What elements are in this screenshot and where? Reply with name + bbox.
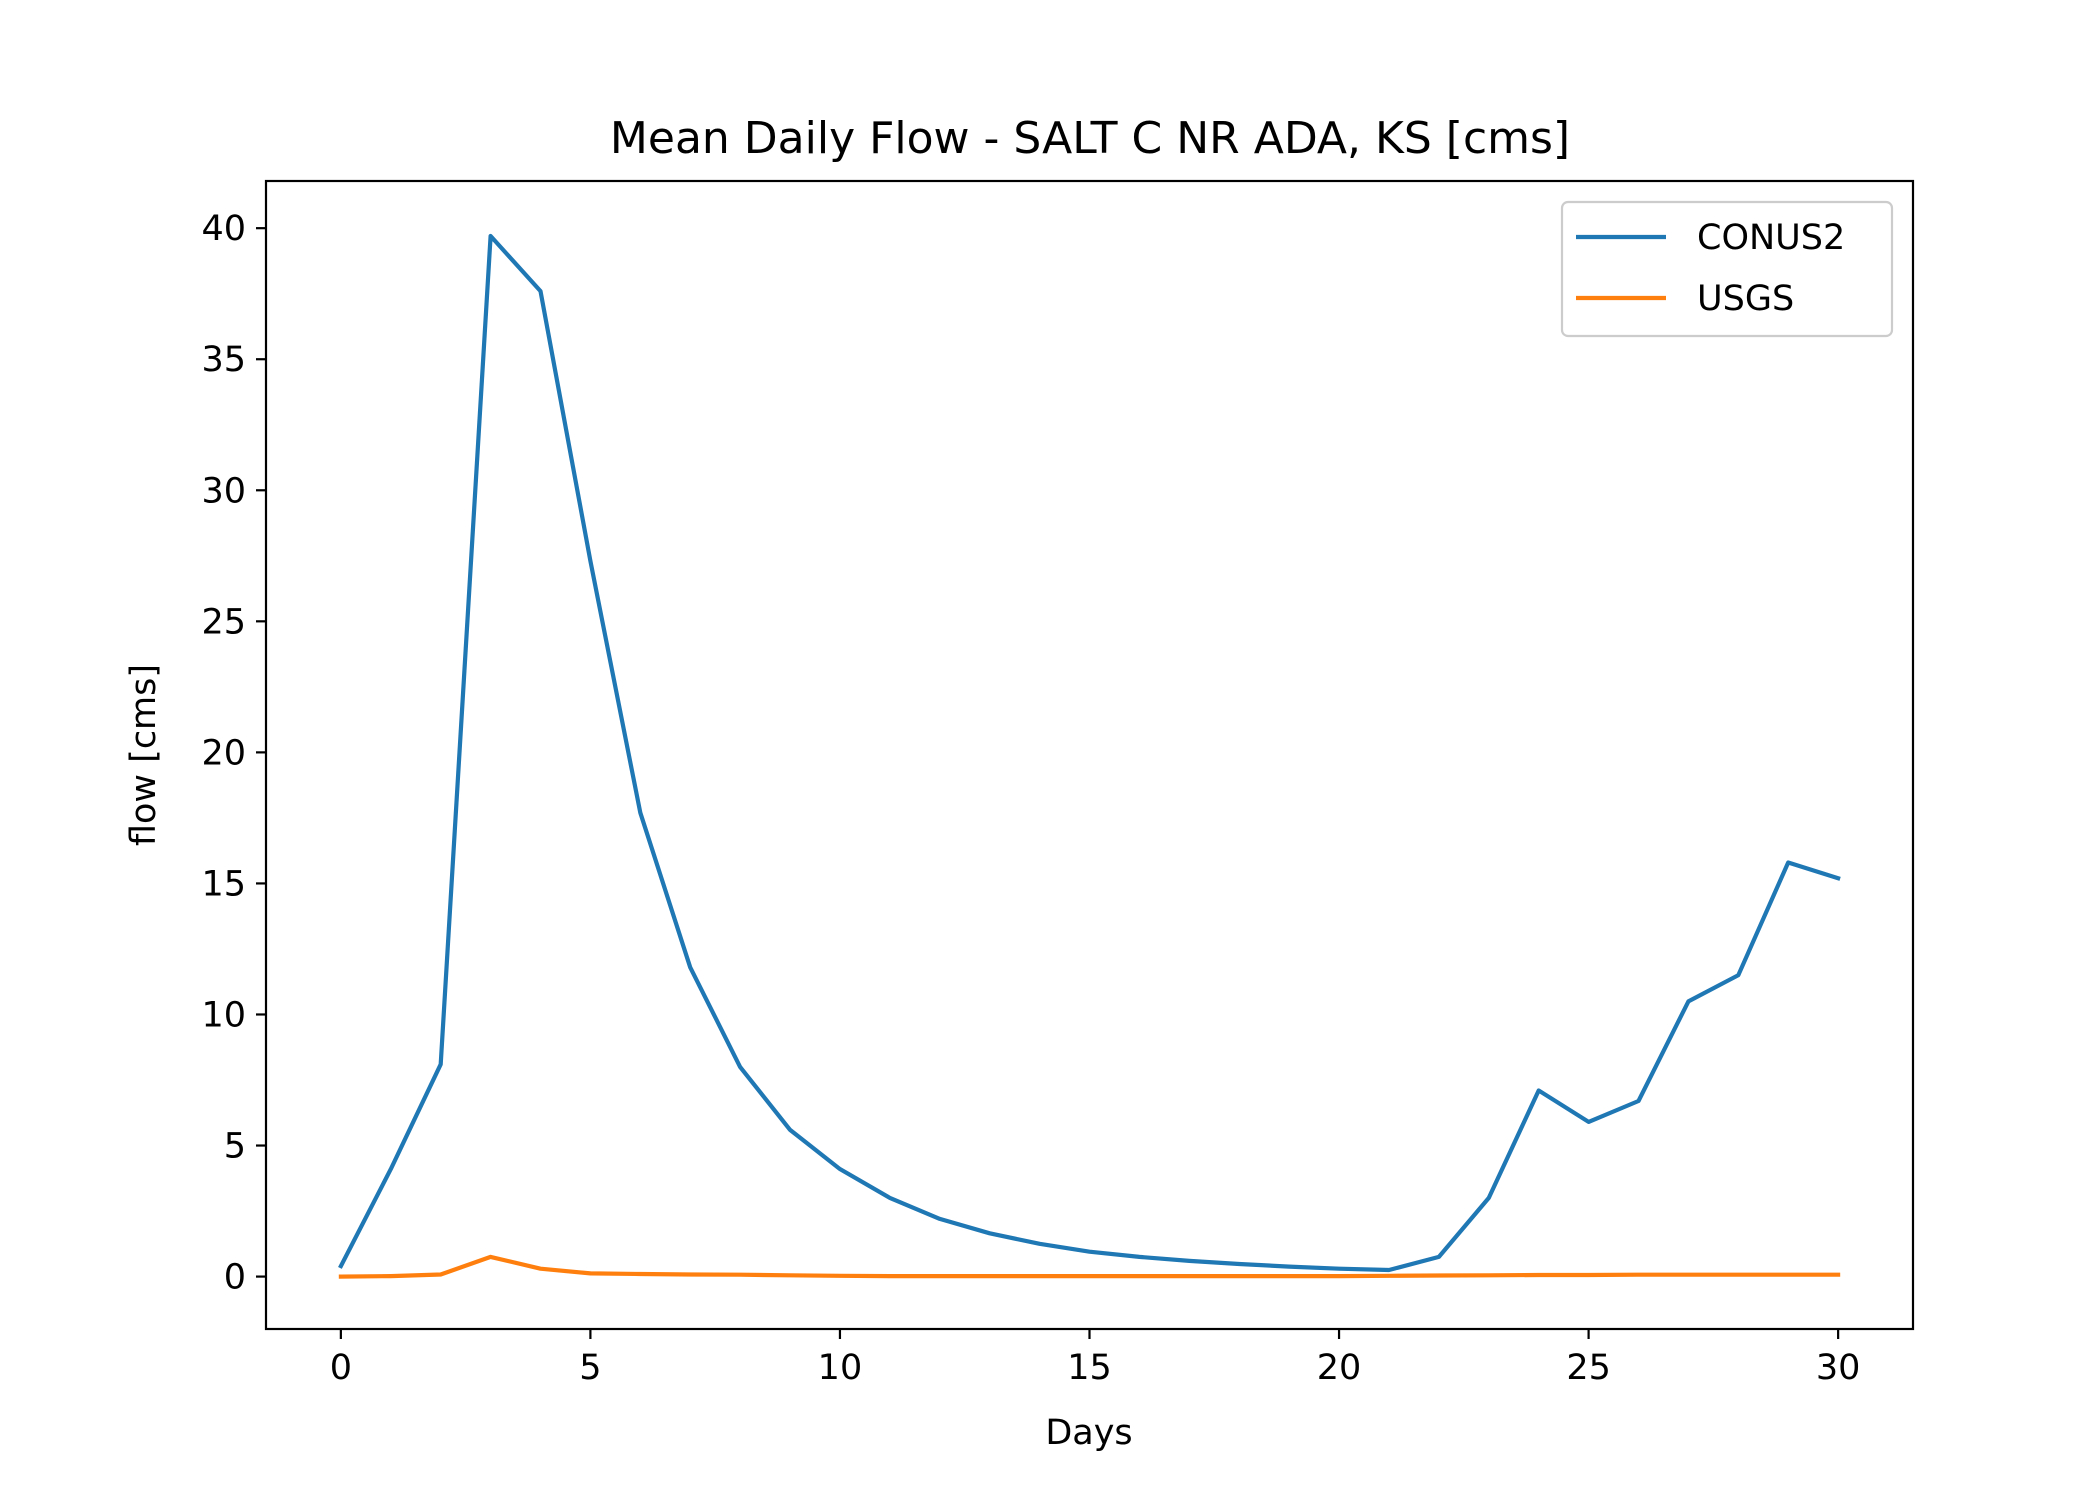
- y-tick-label: 35: [201, 340, 246, 380]
- series-line-conus2: [338, 233, 1841, 1273]
- x-tick-label: 15: [1067, 1348, 1112, 1388]
- y-tick-label: 20: [201, 733, 246, 773]
- x-tick-label: 5: [579, 1348, 601, 1388]
- legend: CONUS2 USGS: [1560, 200, 1894, 338]
- y-axis: 0 5 10 15 20 25 30 35 40: [201, 209, 266, 1298]
- x-axis-label: Days: [1045, 1413, 1132, 1453]
- x-tick-label: 25: [1566, 1348, 1611, 1388]
- x-tick-label: 30: [1816, 1348, 1861, 1388]
- y-tick-label: 15: [201, 864, 246, 904]
- y-tick-label: 0: [224, 1258, 246, 1298]
- series-lines: [338, 233, 1841, 1279]
- x-tick-label: 0: [330, 1348, 352, 1388]
- y-tick-label: 40: [201, 209, 246, 249]
- y-tick-label: 5: [224, 1127, 246, 1167]
- legend-label-usgs: USGS: [1697, 279, 1794, 319]
- chart-title: Mean Daily Flow - SALT C NR ADA, KS [cms…: [610, 113, 1570, 164]
- y-tick-label: 10: [201, 995, 246, 1035]
- legend-label-conus2: CONUS2: [1697, 218, 1845, 258]
- x-tick-label: 20: [1317, 1348, 1362, 1388]
- y-tick-label: 30: [201, 471, 246, 511]
- y-axis-label: flow [cms]: [124, 664, 164, 846]
- x-axis: 0 5 10 15 20 25 30: [330, 1329, 1861, 1388]
- series-line-usgs: [338, 1254, 1841, 1279]
- x-tick-label: 10: [818, 1348, 863, 1388]
- y-tick-label: 25: [201, 602, 246, 642]
